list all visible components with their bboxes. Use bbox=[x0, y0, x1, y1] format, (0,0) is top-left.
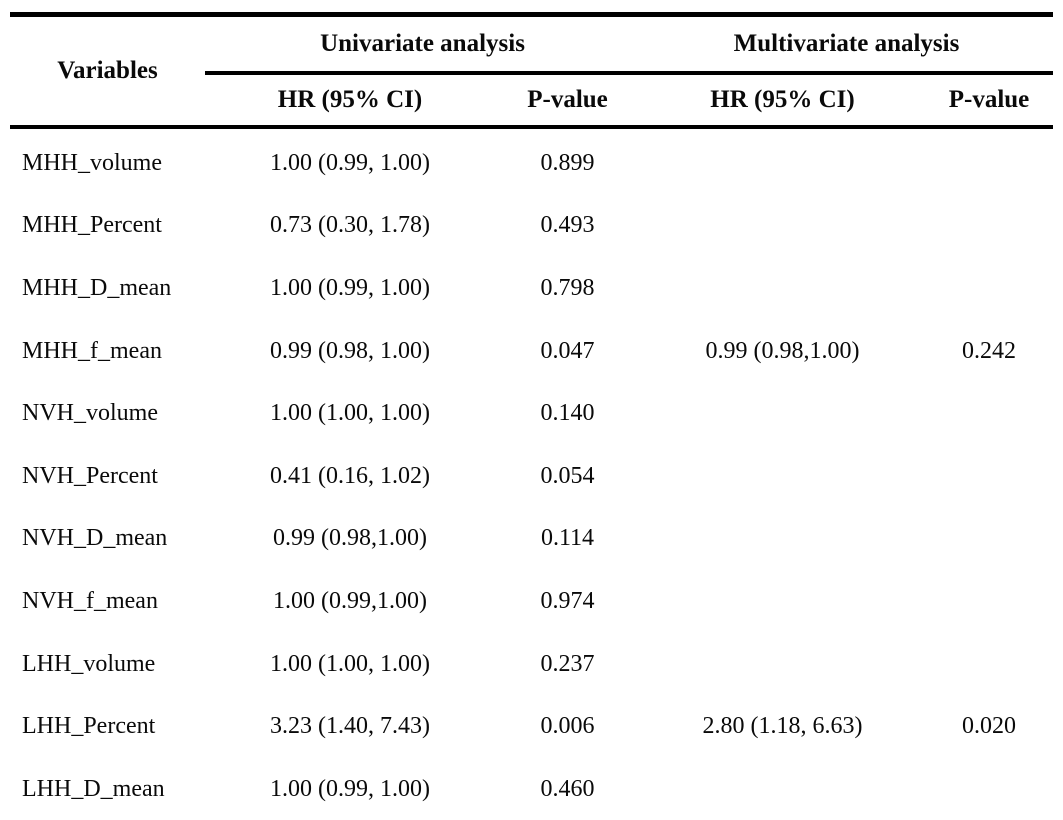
multi-p-cell bbox=[925, 755, 1053, 818]
multi-p-cell: 0.020 bbox=[962, 713, 1016, 740]
uni-p-cell: 0.798 bbox=[540, 274, 595, 301]
multi-hr-cell bbox=[640, 567, 925, 630]
variable-cell: NVH_f_mean bbox=[22, 587, 158, 614]
multi-p-cell bbox=[925, 254, 1053, 317]
analysis-table: Variables Univariate analysis Multivaria… bbox=[10, 12, 1053, 820]
uni-hr-cell: 0.73 (0.30, 1.78) bbox=[270, 212, 430, 239]
multi-hr-cell bbox=[640, 755, 925, 818]
multi-hr-column-header: HR (95% CI) bbox=[640, 73, 925, 129]
uni-p-cell: 0.460 bbox=[540, 775, 595, 802]
uni-p-cell: 0.493 bbox=[540, 212, 595, 239]
uni-hr-cell: 1.00 (0.99, 1.00) bbox=[270, 149, 430, 176]
multi-p-cell bbox=[925, 630, 1053, 693]
variable-cell: LHH_Percent bbox=[22, 713, 156, 740]
variable-cell: MHH_Percent bbox=[22, 212, 162, 239]
table-body: MHH_volume 1.00 (0.99, 1.00) 0.899 MHH_P… bbox=[10, 127, 1053, 820]
uni-p-cell: 0.899 bbox=[540, 149, 595, 176]
multi-p-cell bbox=[925, 379, 1053, 442]
group-header-row: Variables Univariate analysis Multivaria… bbox=[10, 14, 1053, 129]
uni-hr-cell: 1.00 (0.99, 1.00) bbox=[270, 274, 430, 301]
document-page: Variables Univariate analysis Multivaria… bbox=[0, 12, 1063, 820]
table-row: NVH_f_mean 1.00 (0.99,1.00) 0.974 bbox=[10, 567, 1053, 630]
table-row: NVH_D_mean 0.99 (0.98,1.00) 0.114 bbox=[10, 505, 1053, 568]
variable-cell: LHH_volume bbox=[22, 650, 156, 677]
multi-hr-cell bbox=[640, 442, 925, 505]
multi-p-cell bbox=[925, 127, 1053, 192]
uni-p-cell: 0.114 bbox=[540, 525, 595, 552]
variables-column-header: Variables bbox=[10, 14, 205, 129]
table-row: MHH_Percent 0.73 (0.30, 1.78) 0.493 bbox=[10, 192, 1053, 255]
multi-p-cell: 0.242 bbox=[962, 337, 1016, 364]
table-row: NVH_volume 1.00 (1.00, 1.00) 0.140 bbox=[10, 379, 1053, 442]
multi-p-cell bbox=[925, 442, 1053, 505]
uni-hr-cell: 3.23 (1.40, 7.43) bbox=[270, 713, 430, 740]
uni-p-cell: 0.047 bbox=[540, 337, 595, 364]
multi-hr-cell: 2.80 (1.18, 6.63) bbox=[702, 713, 863, 740]
table-row: NVH_Percent 0.41 (0.16, 1.02) 0.054 bbox=[10, 442, 1053, 505]
multivariate-group-header: Multivariate analysis bbox=[640, 14, 1053, 75]
uni-hr-cell: 0.41 (0.16, 1.02) bbox=[270, 462, 430, 489]
uni-p-cell: 0.006 bbox=[540, 713, 595, 740]
variable-cell: LHH_D_mean bbox=[22, 775, 165, 802]
table-row: LHH_volume 1.00 (1.00, 1.00) 0.237 bbox=[10, 630, 1053, 693]
table-row: MHH_D_mean 1.00 (0.99, 1.00) 0.798 bbox=[10, 254, 1053, 317]
uni-hr-cell: 0.99 (0.98, 1.00) bbox=[270, 337, 430, 364]
multi-p-cell bbox=[925, 192, 1053, 255]
table-row: LHH_D_mean 1.00 (0.99, 1.00) 0.460 bbox=[10, 755, 1053, 818]
uni-hr-cell: 1.00 (0.99, 1.00) bbox=[270, 775, 430, 802]
univariate-group-header: Univariate analysis bbox=[205, 14, 640, 75]
multi-hr-cell bbox=[640, 192, 925, 255]
multi-hr-cell bbox=[640, 505, 925, 568]
multi-p-cell bbox=[925, 567, 1053, 630]
uni-hr-cell: 1.00 (1.00, 1.00) bbox=[270, 400, 430, 427]
uni-p-cell: 0.974 bbox=[540, 587, 595, 614]
uni-p-cell: 0.237 bbox=[540, 650, 595, 677]
variable-cell: MHH_volume bbox=[22, 149, 162, 176]
variable-cell: MHH_D_mean bbox=[22, 274, 172, 301]
uni-p-cell: 0.140 bbox=[540, 400, 595, 427]
table-row: MHH_volume 1.00 (0.99, 1.00) 0.899 bbox=[10, 127, 1053, 192]
uni-hr-cell: 1.00 (1.00, 1.00) bbox=[270, 650, 430, 677]
uni-hr-cell: 0.99 (0.98,1.00) bbox=[273, 525, 427, 552]
multi-hr-cell bbox=[640, 630, 925, 693]
uni-hr-column-header: HR (95% CI) bbox=[205, 73, 495, 129]
uni-p-cell: 0.054 bbox=[540, 462, 595, 489]
variable-cell: NVH_D_mean bbox=[22, 525, 168, 552]
multi-pvalue-column-header: P-value bbox=[925, 73, 1053, 129]
sub-header-row: HR (95% CI) P-value HR (95% CI) P-value bbox=[10, 73, 1053, 129]
multi-hr-cell bbox=[640, 254, 925, 317]
table-row: MHH_f_mean 0.99 (0.98, 1.00) 0.047 0.99 … bbox=[10, 317, 1053, 380]
variable-cell: NVH_volume bbox=[22, 400, 158, 427]
variable-cell: NVH_Percent bbox=[22, 462, 158, 489]
multi-p-cell bbox=[925, 505, 1053, 568]
uni-hr-cell: 1.00 (0.99,1.00) bbox=[273, 587, 427, 614]
multi-hr-cell bbox=[640, 127, 925, 192]
multi-hr-cell: 0.99 (0.98,1.00) bbox=[705, 337, 860, 364]
multi-hr-cell bbox=[640, 379, 925, 442]
uni-pvalue-column-header: P-value bbox=[495, 73, 640, 129]
table-header: Variables Univariate analysis Multivaria… bbox=[10, 14, 1053, 129]
variable-cell: MHH_f_mean bbox=[22, 337, 162, 364]
table-row: LHH_Percent 3.23 (1.40, 7.43) 0.006 2.80… bbox=[10, 692, 1053, 755]
